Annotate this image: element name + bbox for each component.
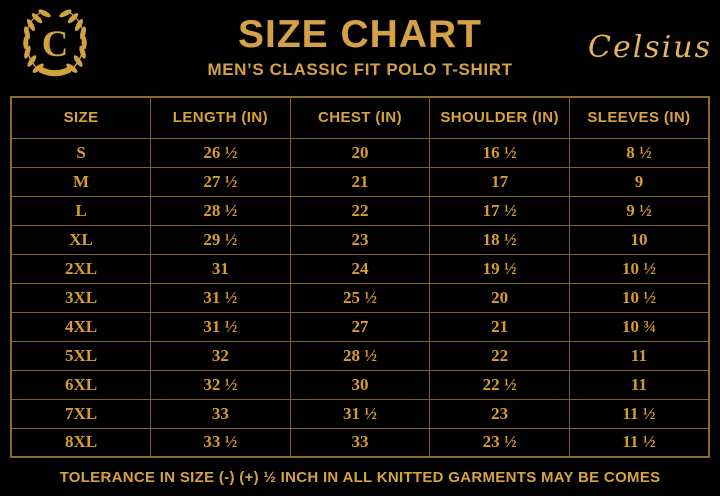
column-header-shoulder: SHOULDER (IN) — [429, 96, 570, 139]
column-header-sleeves: SLEEVES (IN) — [568, 96, 710, 139]
cell-shoulder: 19 ½ — [429, 253, 570, 284]
size-table-header: SIZE LENGTH (IN) CHEST (IN) SHOULDER (IN… — [10, 96, 710, 139]
cell-shoulder: 21 — [429, 311, 570, 342]
cell-length: 31 ½ — [150, 282, 291, 313]
cell-chest: 33 — [289, 427, 431, 458]
cell-length: 31 — [150, 253, 291, 284]
cell-size: 3XL — [10, 282, 152, 313]
table-row: 4XL 31 ½ 27 21 10 ¾ — [10, 311, 710, 342]
cell-sleeves: 11 — [568, 369, 710, 400]
cell-sleeves: 9 — [568, 166, 710, 197]
header-row: SIZE LENGTH (IN) CHEST (IN) SHOULDER (IN… — [10, 96, 710, 139]
ribbon-icon — [39, 66, 71, 77]
cell-length: 33 ½ — [150, 427, 291, 458]
table-row: 3XL 31 ½ 25 ½ 20 10 ½ — [10, 282, 710, 313]
cell-sleeves: 10 ½ — [568, 282, 710, 313]
table-row: 8XL 33 ½ 33 23 ½ 11 ½ — [10, 427, 710, 458]
cell-length: 26 ½ — [150, 137, 291, 168]
cell-shoulder: 22 — [429, 340, 570, 371]
cell-size: L — [10, 195, 152, 226]
cell-chest: 27 — [289, 311, 431, 342]
column-header-length: LENGTH (IN) — [150, 96, 291, 139]
logo-letter: C — [42, 23, 69, 64]
cell-chest: 24 — [289, 253, 431, 284]
cell-size: S — [10, 137, 152, 168]
title-block: SIZE CHART MEN’S CLASSIC FIT POLO T-SHIR… — [0, 0, 720, 80]
size-table: SIZE LENGTH (IN) CHEST (IN) SHOULDER (IN… — [10, 96, 710, 458]
cell-length: 33 — [150, 398, 291, 429]
cell-chest: 22 — [289, 195, 431, 226]
cell-sleeves: 10 ¾ — [568, 311, 710, 342]
cell-size: 7XL — [10, 398, 152, 429]
cell-chest: 28 ½ — [289, 340, 431, 371]
cell-size: M — [10, 166, 152, 197]
cell-shoulder: 22 ½ — [429, 369, 570, 400]
table-row: 5XL 32 28 ½ 22 11 — [10, 340, 710, 371]
column-header-size: SIZE — [10, 96, 152, 139]
table-row: 2XL 31 24 19 ½ 10 ½ — [10, 253, 710, 284]
cell-chest: 21 — [289, 166, 431, 197]
cell-shoulder: 17 — [429, 166, 570, 197]
cell-chest: 20 — [289, 137, 431, 168]
cell-shoulder: 23 — [429, 398, 570, 429]
cell-size: XL — [10, 224, 152, 255]
laurel-wreath-icon — [23, 9, 87, 77]
cell-size: 4XL — [10, 311, 152, 342]
cell-shoulder: 17 ½ — [429, 195, 570, 226]
table-row: L 28 ½ 22 17 ½ 9 ½ — [10, 195, 710, 226]
table-row: S 26 ½ 20 16 ½ 8 ½ — [10, 137, 710, 168]
cell-shoulder: 23 ½ — [429, 427, 570, 458]
cell-size: 8XL — [10, 427, 152, 458]
cell-sleeves: 10 — [568, 224, 710, 255]
cell-length: 27 ½ — [150, 166, 291, 197]
cell-size: 5XL — [10, 340, 152, 371]
table-row: 6XL 32 ½ 30 22 ½ 11 — [10, 369, 710, 400]
table-row: M 27 ½ 21 17 9 — [10, 166, 710, 197]
cell-chest: 23 — [289, 224, 431, 255]
cell-shoulder: 20 — [429, 282, 570, 313]
cell-chest: 31 ½ — [289, 398, 431, 429]
page-subtitle: MEN’S CLASSIC FIT POLO T-SHIRT — [207, 60, 513, 79]
column-header-chest: CHEST (IN) — [289, 96, 431, 139]
page-title: SIZE CHART — [238, 13, 482, 56]
cell-sleeves: 11 ½ — [568, 398, 710, 429]
table-row: 7XL 33 31 ½ 23 11 ½ — [10, 398, 710, 429]
cell-length: 29 ½ — [150, 224, 291, 255]
cell-length: 28 ½ — [150, 195, 291, 226]
cell-sleeves: 11 ½ — [568, 427, 710, 458]
cell-sleeves: 8 ½ — [568, 137, 710, 168]
cell-chest: 30 — [289, 369, 431, 400]
cell-length: 32 — [150, 340, 291, 371]
cell-sleeves: 9 ½ — [568, 195, 710, 226]
cell-sleeves: 11 — [568, 340, 710, 371]
size-table-body: S 26 ½ 20 16 ½ 8 ½ M 27 ½ 21 17 9 L 28 ½… — [10, 137, 710, 458]
brand-wordmark: Celsius — [587, 30, 712, 65]
table-row: XL 29 ½ 23 18 ½ 10 — [10, 224, 710, 255]
cell-length: 32 ½ — [150, 369, 291, 400]
cell-length: 31 ½ — [150, 311, 291, 342]
tolerance-note: TOLERANCE IN SIZE (-) (+) ½ INCH IN ALL … — [59, 469, 661, 486]
cell-size: 2XL — [10, 253, 152, 284]
cell-sleeves: 10 ½ — [568, 253, 710, 284]
cell-size: 6XL — [10, 369, 152, 400]
cell-chest: 25 ½ — [289, 282, 431, 313]
cell-shoulder: 18 ½ — [429, 224, 570, 255]
cell-shoulder: 16 ½ — [429, 137, 570, 168]
brand-laurel-logo: C — [23, 9, 87, 77]
